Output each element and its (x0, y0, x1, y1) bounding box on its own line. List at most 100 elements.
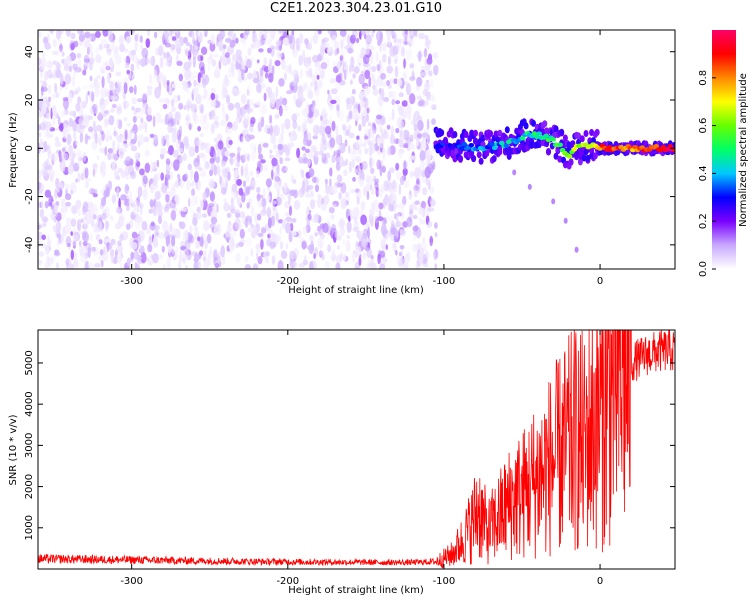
noise-speck (312, 34, 318, 45)
noise-speck (310, 145, 317, 153)
noise-speck (57, 38, 63, 46)
noise-speck (42, 209, 45, 214)
noise-speck (234, 217, 241, 229)
noise-speck (346, 115, 350, 123)
noise-speck (93, 106, 97, 115)
noise-speck (203, 74, 209, 86)
noise-speck (292, 120, 298, 130)
noise-speck (312, 176, 317, 183)
noise-speck (88, 188, 92, 195)
noise-speck (395, 127, 400, 134)
noise-speck (167, 123, 173, 134)
noise-speck (302, 108, 309, 118)
noise-speck (137, 141, 141, 148)
noise-speck (364, 47, 370, 56)
noise-speck (176, 60, 183, 66)
noise-speck (147, 243, 153, 253)
noise-speck (273, 143, 277, 150)
noise-speck (182, 153, 187, 162)
noise-speck (199, 31, 203, 43)
noise-speck (145, 38, 150, 48)
noise-speck (321, 253, 325, 261)
noise-speck (171, 30, 174, 35)
snr-y-axis: 1000 2000 3000 4000 5000 (24, 350, 675, 541)
noise-speck (108, 57, 114, 68)
noise-speck (65, 30, 71, 37)
noise-speck (268, 72, 274, 83)
noise-speck (269, 92, 276, 105)
noise-speck (76, 58, 82, 69)
noise-speck (167, 150, 174, 155)
noise-speck (420, 72, 427, 77)
noise-speck (179, 179, 184, 189)
noise-speck (414, 110, 420, 117)
noise-speck (394, 65, 399, 78)
noise-speck (317, 198, 322, 208)
noise-speck (389, 77, 394, 85)
noise-speck (371, 31, 374, 38)
noise-speck (390, 133, 395, 145)
noise-speck (158, 30, 165, 35)
noise-speck (47, 257, 54, 266)
noise-speck (41, 234, 46, 241)
noise-speck (62, 152, 69, 163)
noise-speck (236, 162, 240, 168)
signal-point (653, 144, 660, 149)
noise-speck (220, 245, 225, 258)
noise-speck (190, 189, 195, 197)
noise-speck (109, 80, 114, 90)
noise-speck (307, 90, 314, 99)
noise-speck (301, 240, 307, 250)
noise-speck (130, 145, 138, 152)
noise-speck (227, 171, 231, 181)
noise-speck (242, 37, 246, 47)
noise-speck (171, 205, 177, 213)
noise-speck (291, 79, 297, 87)
noise-speck (42, 169, 49, 177)
noise-speck (284, 72, 287, 81)
noise-speck (84, 58, 91, 63)
noise-speck (46, 60, 53, 69)
noise-speck (338, 39, 345, 49)
noise-speck (114, 84, 120, 95)
noise-speck (272, 203, 276, 212)
noise-speck (237, 197, 242, 207)
noise-speck (174, 194, 180, 206)
noise-speck (107, 30, 113, 35)
noise-speck (369, 157, 375, 169)
noise-speck (368, 213, 374, 224)
noise-speck (242, 112, 246, 120)
noise-speck (293, 94, 296, 104)
noise-speck (175, 112, 179, 119)
noise-speck (38, 224, 42, 229)
noise-speck (358, 62, 362, 67)
noise-speck (315, 213, 319, 222)
noise-speck (210, 216, 218, 225)
noise-speck (240, 60, 246, 72)
noise-speck (359, 30, 362, 40)
noise-speck (313, 124, 320, 136)
noise-speck (68, 144, 73, 155)
noise-speck (365, 34, 373, 45)
signal-halo (553, 152, 559, 160)
noise-speck (262, 205, 266, 214)
signal-halo (491, 155, 497, 163)
noise-speck (70, 249, 75, 260)
noise-speck (40, 93, 44, 101)
x-tick-label: -200 (276, 576, 299, 587)
noise-speck (337, 144, 342, 149)
noise-speck (178, 260, 182, 269)
noise-speck (106, 90, 110, 97)
noise-speck (399, 130, 403, 138)
noise-speck (99, 249, 104, 256)
noise-speck (185, 42, 191, 47)
noise-speck (219, 30, 225, 40)
noise-speck (225, 126, 233, 135)
noise-speck (222, 168, 229, 178)
noise-speck (409, 155, 417, 160)
noise-speck (408, 93, 416, 105)
noise-speck (203, 89, 208, 98)
noise-speck (93, 120, 96, 132)
noise-speck (204, 239, 209, 250)
noise-speck (321, 153, 327, 164)
